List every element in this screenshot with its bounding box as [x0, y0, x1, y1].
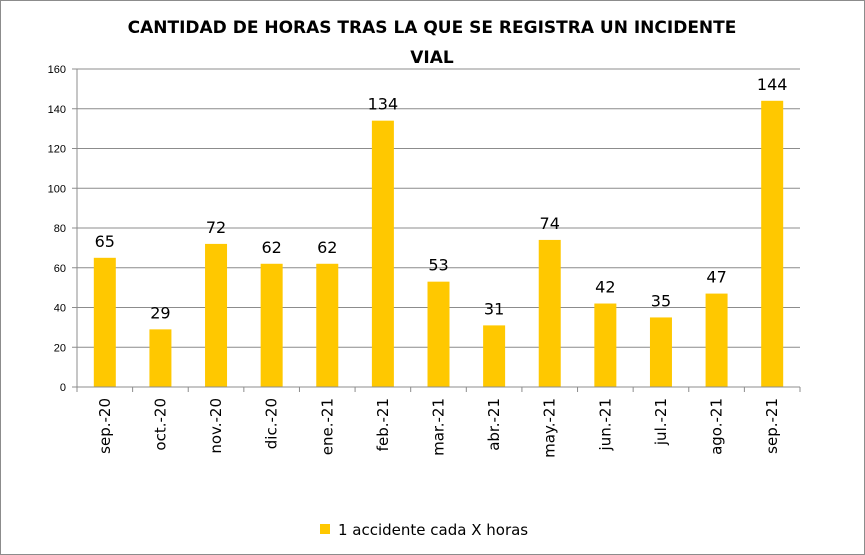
data-label: 65	[95, 232, 115, 251]
x-tick-label: sep.-20	[96, 398, 114, 454]
data-label: 62	[317, 238, 337, 257]
y-tick-label: 80	[54, 223, 66, 235]
data-labels: 65 29 72 62 62 134 53 31 74 42 35 47 144	[95, 75, 788, 323]
x-axis-ticks: sep.-20 oct.-20 nov.-20 dic.-20 ene.-21 feb.-…	[76, 387, 801, 458]
bar	[427, 281, 450, 387]
bar	[538, 239, 561, 387]
data-label: 74	[540, 214, 560, 233]
data-label: 62	[261, 238, 281, 257]
x-tick-label: abr.-21	[485, 398, 503, 451]
bar	[93, 257, 116, 387]
y-tick-label: 120	[48, 144, 66, 156]
bar	[594, 303, 617, 387]
axes	[76, 69, 800, 388]
data-label: 134	[368, 95, 399, 114]
x-tick-label: may.-21	[541, 398, 559, 458]
legend-label: 1 accidente cada X horas	[338, 521, 528, 539]
data-label: 35	[651, 291, 671, 310]
y-tick-label: 160	[48, 64, 66, 76]
bar	[705, 293, 728, 387]
bar	[371, 120, 394, 388]
chart-title-line-1: CANTIDAD DE HORAS TRAS LA QUE SE REGISTR…	[128, 18, 737, 38]
data-label: 47	[706, 268, 726, 287]
legend: 1 accidente cada X horas	[320, 521, 528, 539]
legend-swatch	[320, 524, 330, 534]
y-tick-label: 140	[48, 104, 66, 116]
x-tick-label: oct.-20	[151, 398, 169, 451]
x-tick-label: nov.-20	[207, 398, 225, 454]
y-tick-label: 40	[54, 303, 66, 315]
data-label: 53	[428, 256, 448, 275]
x-tick-label: mar.-21	[430, 398, 448, 456]
x-tick-label: jun.-21	[596, 398, 614, 451]
x-tick-label: ene.-21	[318, 398, 336, 455]
bar	[316, 263, 339, 387]
x-tick-label: sep.-21	[763, 398, 781, 454]
y-tick-label: 100	[48, 183, 66, 195]
chart-title-line-2: VIAL	[410, 48, 454, 68]
bar	[761, 100, 784, 388]
data-label: 29	[150, 303, 170, 322]
data-label: 72	[206, 218, 226, 237]
bar	[649, 317, 672, 387]
bar	[205, 243, 228, 387]
bar	[260, 263, 283, 387]
data-label: 42	[595, 278, 615, 297]
data-label: 144	[757, 75, 788, 94]
y-tick-label: 60	[54, 263, 66, 275]
data-label: 31	[484, 299, 504, 318]
bars	[93, 100, 784, 388]
gridlines	[77, 68, 800, 348]
y-tick-label: 20	[54, 342, 66, 354]
x-tick-label: feb.-21	[374, 398, 392, 451]
bar	[483, 325, 506, 387]
x-tick-label: ago.-21	[708, 398, 726, 455]
y-tick-label: 0	[60, 382, 66, 394]
bar	[149, 329, 172, 387]
x-tick-label: jul.-21	[652, 398, 670, 446]
x-tick-label: dic.-20	[263, 398, 281, 449]
y-axis-ticks: 0 20 40 60 80 100 120 140 160	[48, 64, 77, 394]
